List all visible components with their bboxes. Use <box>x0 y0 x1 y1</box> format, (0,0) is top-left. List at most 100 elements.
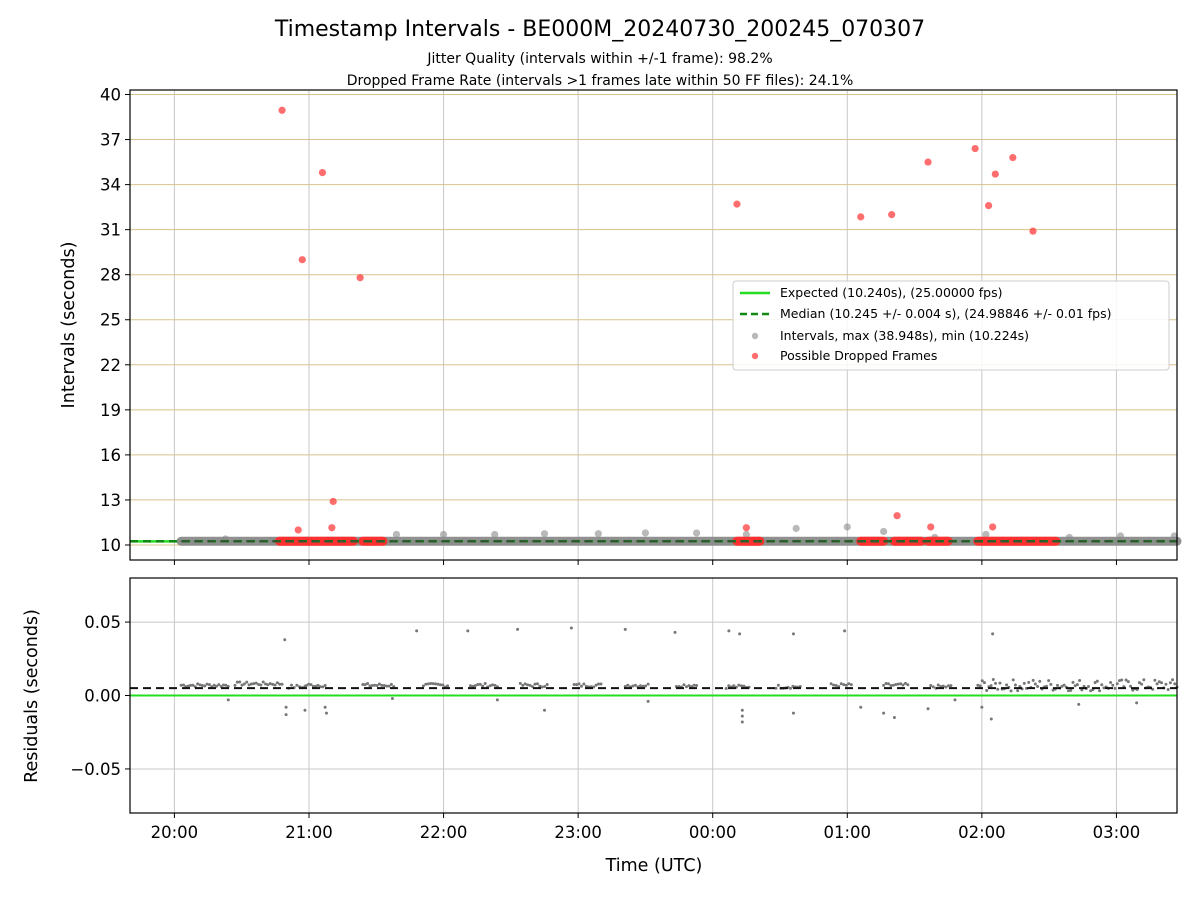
residual-point <box>363 683 367 687</box>
residual-point <box>254 681 258 685</box>
residual-point <box>436 682 440 686</box>
residual-point <box>247 683 251 687</box>
residual-outlier-point <box>303 708 307 712</box>
residual-outlier-point <box>791 632 795 636</box>
residual-point <box>518 681 522 685</box>
residual-point <box>1049 682 1053 686</box>
residual-point <box>1095 679 1099 683</box>
residual-point <box>599 682 603 686</box>
dropped-frame-point <box>742 524 750 532</box>
residual-point <box>212 683 216 687</box>
residual-point <box>1098 689 1102 693</box>
residual-point <box>1113 686 1117 690</box>
residual-point <box>847 682 851 686</box>
residual-point <box>631 684 635 688</box>
residual-point <box>891 683 895 687</box>
residuals-y-axis-label: Residuals (seconds) <box>22 609 42 783</box>
intervals-panel: 10 13 16 19 22 25 28 31 34 37 40 Intervals (second… <box>59 86 1182 565</box>
interval-point <box>742 530 750 539</box>
residual-outlier-point <box>516 627 520 631</box>
residual-point <box>235 680 239 684</box>
dropped-frame-point <box>971 144 979 153</box>
residual-point <box>533 682 537 686</box>
residual-point <box>264 682 268 686</box>
legend-dropped-label: Possible Dropped Frames <box>780 348 937 363</box>
residual-point <box>421 684 425 688</box>
residual-point <box>1047 679 1051 683</box>
dropped-frame-point <box>857 213 865 221</box>
residual-point <box>944 685 948 689</box>
interval-point <box>392 530 401 539</box>
residual-point <box>906 683 910 687</box>
residual-point <box>633 683 637 687</box>
residual-point <box>1168 681 1172 685</box>
residual-point <box>1062 683 1066 687</box>
residual-point <box>727 684 731 688</box>
residual-point <box>1067 689 1071 693</box>
residual-point <box>266 683 270 687</box>
residual-point <box>1055 683 1059 687</box>
residual-outlier-point <box>1077 702 1081 706</box>
residual-point <box>638 684 642 688</box>
x-tick-label: 00:00 <box>689 823 737 842</box>
residual-point <box>483 682 487 686</box>
residual-point <box>901 683 905 687</box>
residual-point <box>742 684 746 688</box>
residual-point <box>424 682 428 686</box>
residual-point <box>1031 678 1035 682</box>
residual-point <box>980 679 984 683</box>
dropped-frame-point <box>984 202 993 210</box>
residual-outlier-point <box>859 705 863 709</box>
dropped-frame-rate-subtitle: Dropped Frame Rate (intervals >1 frames … <box>347 73 854 89</box>
residual-outlier-point <box>673 630 677 634</box>
residual-point <box>594 683 598 687</box>
intervals-y-tick-label: 34 <box>100 176 121 195</box>
residual-point <box>200 684 204 688</box>
residual-point <box>521 683 525 687</box>
residual-point <box>488 684 492 688</box>
legend-intervals-label: Intervals, max (38.948s), min (10.224s) <box>780 328 1029 343</box>
residual-point <box>949 684 953 688</box>
x-tick-label: 03:00 <box>1093 823 1141 842</box>
residual-point <box>1137 681 1141 685</box>
residual-point <box>307 682 311 686</box>
residual-point <box>1140 682 1144 686</box>
interval-point <box>792 524 800 533</box>
dropped-frame-point <box>318 168 327 177</box>
dropped-frame-point <box>329 497 337 506</box>
residual-point <box>468 684 472 688</box>
residual-point <box>1142 678 1146 682</box>
intervals-y-tick-label: 19 <box>100 401 121 420</box>
residual-outlier-point <box>980 705 984 709</box>
residual-point <box>626 683 630 687</box>
residual-point <box>523 682 527 686</box>
intervals-y-ticks: 10 13 16 19 22 25 28 31 34 37 40 <box>100 86 1117 565</box>
residual-point <box>321 685 325 689</box>
residual-outlier-point <box>569 626 573 630</box>
residual-outlier-point <box>738 632 742 636</box>
legend-median-label: Median (10.245 +/- 0.004 s), (24.98846 +… <box>780 306 1111 321</box>
residual-point <box>842 683 846 687</box>
residual-point <box>788 686 792 690</box>
residual-point <box>1078 679 1082 683</box>
residual-point <box>1093 681 1097 685</box>
residual-outlier-point <box>466 629 470 633</box>
residual-point <box>834 684 838 688</box>
residual-point <box>1022 681 1026 685</box>
figure-title: Timestamp Intervals - BE000M_20240730_20… <box>274 17 925 42</box>
residual-outlier-point <box>283 638 287 642</box>
residual-point <box>1011 678 1015 682</box>
residual-point <box>377 682 381 686</box>
residual-point <box>295 683 299 687</box>
residual-point <box>641 684 645 688</box>
intervals-y-tick-label: 16 <box>100 446 121 465</box>
residual-point <box>1005 683 1009 687</box>
residual-point <box>385 684 389 688</box>
intervals-y-tick-label: 25 <box>100 311 121 330</box>
residual-point <box>191 683 195 687</box>
residual-point <box>1131 688 1135 692</box>
residual-point <box>273 683 277 687</box>
residual-outlier-point <box>892 716 896 720</box>
dropped-frame-point <box>893 512 901 520</box>
residual-point <box>982 681 986 685</box>
